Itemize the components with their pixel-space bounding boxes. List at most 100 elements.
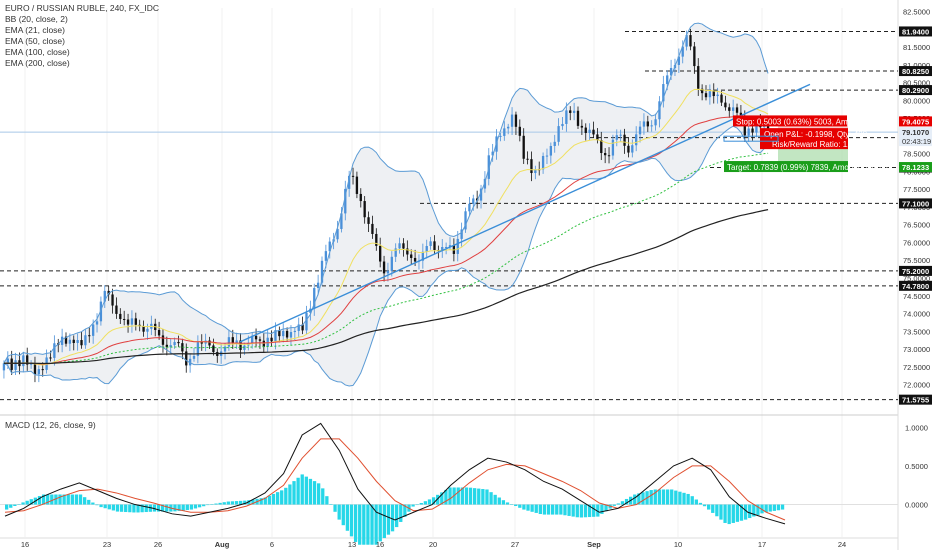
candle-body-159 (619, 134, 622, 136)
macd-hist-bar-164 (678, 491, 682, 505)
macd-hist-bar-102 (423, 501, 428, 505)
bollinger-lower-line (3, 125, 769, 387)
macd-hist-bar-1 (9, 504, 13, 508)
macd-hist-bar-138 (571, 504, 575, 517)
candle-body-24 (95, 321, 99, 325)
macd-hist-bar-176 (727, 504, 731, 525)
macd-hist-bar-66 (275, 492, 280, 505)
candle-body-45 (177, 341, 180, 344)
macd-hist-bar-71 (296, 477, 300, 505)
macd-hist-bar-30 (128, 504, 132, 513)
pnl-annotation-bg (760, 128, 848, 150)
candle-body-158 (615, 135, 618, 140)
macd-hist-bar-143 (592, 504, 596, 517)
macd-hist-bar-73 (304, 476, 308, 505)
macd-hist-bar-137 (567, 504, 571, 516)
macd-hist-bar-165 (682, 492, 686, 505)
candle-body-98 (382, 261, 386, 274)
macd-hist-bar-146 (604, 504, 608, 512)
macd-hist-bar-91 (378, 504, 382, 542)
macd-signal-line (4, 438, 786, 521)
macd-hist-bar-42 (177, 504, 181, 511)
macd-hist-bar-141 (583, 504, 588, 518)
candle-body-194 (755, 121, 758, 133)
macd-hist-bar-181 (748, 504, 752, 519)
candle-body-120 (468, 203, 471, 212)
macd-hist-bar-9 (41, 494, 46, 505)
macd-hist-bar-117 (485, 489, 489, 505)
candle-body-142 (553, 141, 556, 146)
candle-body-5 (22, 355, 25, 367)
macd-hist-bar-29 (124, 504, 128, 513)
macd-hist-bar-134 (555, 504, 559, 515)
candle-body-27 (107, 290, 110, 295)
macd-hist-bar-118 (489, 492, 493, 505)
candle-body-131 (510, 114, 514, 127)
macd-hist-bar-10 (46, 494, 50, 505)
macd-hist-bar-52 (218, 502, 222, 505)
candle-body-10 (41, 369, 44, 371)
candle-body-148 (576, 110, 580, 126)
macd-hist-bar-101 (419, 502, 423, 505)
macd-hist-bar-49 (206, 504, 210, 506)
macd-hist-bar-93 (386, 504, 391, 535)
candle-body-12 (49, 357, 52, 359)
candle-body-147 (572, 110, 576, 113)
time-tick-label: 17 (758, 540, 766, 549)
macd-hist-bar-53 (222, 502, 226, 505)
macd-hist-bar-124 (514, 504, 518, 506)
level-tag-2-bg (899, 85, 932, 96)
legend-ema50: EMA (50, close) (5, 36, 65, 46)
macd-hist-bar-89 (370, 504, 374, 545)
macd-hist-bar-33 (140, 504, 144, 513)
candle-body-174 (677, 56, 681, 65)
candle-body-99 (386, 270, 390, 274)
ema-21-line (3, 88, 769, 366)
level-tag-7-bg (899, 280, 932, 291)
entry-marker-box (723, 135, 779, 142)
macd-hist-bar-64 (267, 495, 272, 505)
candle-body-171 (666, 75, 669, 85)
time-tick-label: 6 (270, 540, 274, 549)
price-tick-label: 78.5000 (903, 150, 930, 159)
macd-hist-bar-131 (542, 504, 547, 515)
time-tick-label: Sep (587, 540, 601, 549)
legend-title: EURO / RUSSIAN RUBLE, 240, FX_IDC (5, 3, 159, 13)
candle-body-2 (10, 358, 13, 370)
candle-body-25 (99, 301, 103, 322)
macd-hist-bar-62 (259, 498, 263, 505)
macd-hist-bar-139 (575, 504, 579, 518)
candle-body-70 (274, 330, 277, 342)
macd-hist-bar-86 (358, 504, 362, 545)
macd-hist-bar-106 (440, 492, 444, 505)
macd-line (4, 422, 786, 525)
time-tick-label: 10 (674, 540, 682, 549)
macd-hist-bar-59 (247, 500, 251, 505)
macd-hist-bar-45 (189, 504, 194, 510)
candle-body-78 (305, 312, 308, 331)
candle-body-117 (456, 238, 459, 254)
macd-hist-bar-103 (427, 499, 432, 505)
candle-body-182 (708, 91, 712, 98)
candle-body-80 (313, 288, 316, 309)
candle-body-183 (712, 91, 715, 97)
macd-hist-bar-125 (518, 504, 522, 508)
candle-body-160 (623, 134, 626, 146)
candle-body-29 (115, 305, 118, 314)
ema-100-line (3, 152, 769, 365)
candle-body-156 (607, 155, 611, 157)
macd-hist-bar-155 (641, 492, 645, 505)
macd-hist-bar-159 (657, 489, 662, 505)
macd-hist-bar-58 (243, 500, 247, 505)
macd-hist-bar-182 (752, 504, 756, 517)
candle-body-186 (724, 102, 727, 108)
macd-tick-label: 1.0000 (905, 423, 928, 432)
macd-hist-bar-15 (66, 494, 70, 505)
legend-macd: MACD (12, 26, close, 9) (5, 420, 96, 430)
candle-body-132 (514, 114, 518, 127)
candle-body-87 (340, 213, 343, 229)
macd-hist-bar-122 (505, 502, 510, 505)
candle-body-90 (351, 175, 355, 177)
macd-hist-bar-27 (115, 504, 120, 512)
